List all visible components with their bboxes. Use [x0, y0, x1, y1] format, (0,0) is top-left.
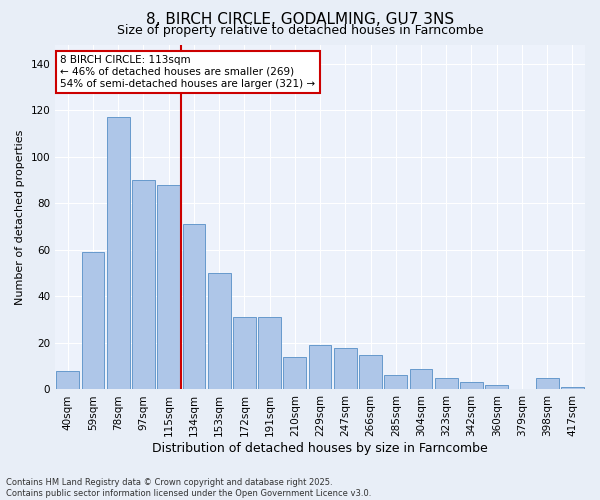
Bar — [258, 318, 281, 390]
Bar — [107, 117, 130, 390]
Bar — [157, 184, 180, 390]
Bar — [309, 345, 331, 390]
Bar — [460, 382, 483, 390]
Bar — [359, 354, 382, 390]
Text: Size of property relative to detached houses in Farncombe: Size of property relative to detached ho… — [117, 24, 483, 37]
Bar — [435, 378, 458, 390]
Bar — [283, 357, 306, 390]
Bar — [56, 371, 79, 390]
Bar — [485, 385, 508, 390]
Bar — [132, 180, 155, 390]
Bar — [233, 318, 256, 390]
Bar — [334, 348, 356, 390]
Bar — [410, 368, 433, 390]
Y-axis label: Number of detached properties: Number of detached properties — [15, 130, 25, 305]
Bar — [82, 252, 104, 390]
Bar — [385, 376, 407, 390]
Bar — [208, 273, 230, 390]
Text: 8, BIRCH CIRCLE, GODALMING, GU7 3NS: 8, BIRCH CIRCLE, GODALMING, GU7 3NS — [146, 12, 454, 28]
Bar — [182, 224, 205, 390]
X-axis label: Distribution of detached houses by size in Farncombe: Distribution of detached houses by size … — [152, 442, 488, 455]
Text: 8 BIRCH CIRCLE: 113sqm
← 46% of detached houses are smaller (269)
54% of semi-de: 8 BIRCH CIRCLE: 113sqm ← 46% of detached… — [61, 56, 316, 88]
Bar — [536, 378, 559, 390]
Text: Contains HM Land Registry data © Crown copyright and database right 2025.
Contai: Contains HM Land Registry data © Crown c… — [6, 478, 371, 498]
Bar — [561, 387, 584, 390]
